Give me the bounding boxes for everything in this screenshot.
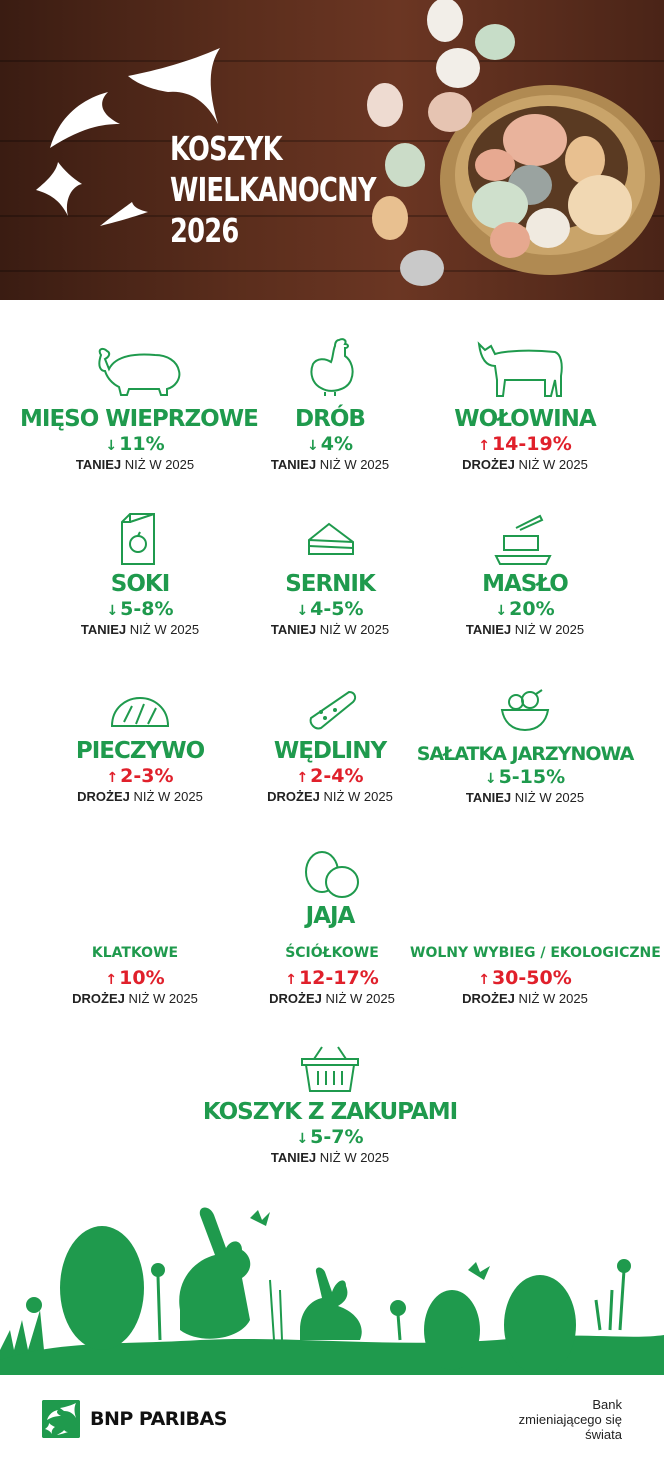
item-wedliny: WĘDLINY ↑ 2-4% DROŻEJ NIŻ W 2025 xyxy=(250,737,410,805)
change-value: ↑ 12-17% xyxy=(285,967,379,989)
cheesecake-icon xyxy=(308,522,354,555)
bnp-paribas-logo-icon xyxy=(42,1400,80,1438)
item-pieczywo: PIECZYWO ↑ 2-3% DROŻEJ NIŻ W 2025 xyxy=(60,737,220,805)
change-value: ↑ 2-4% xyxy=(296,765,364,787)
item-wolowina: WOŁOWINA ↑ 14-19% DROŻEJ NIŻ W 2025 xyxy=(430,405,620,473)
change-value: ↓ 20% xyxy=(495,598,555,620)
change-value: ↓ 5-7% xyxy=(296,1126,364,1148)
egg-type-wolny-wybieg: WOLNY WYBIEG / EKOLOGICZNE ↑ 30-50% DROŻE… xyxy=(410,945,661,1006)
easter-grass-silhouette xyxy=(0,1207,664,1375)
header-banner: KOSZYK WIELKANOCNY 2026 xyxy=(0,0,664,300)
pig-icon xyxy=(98,347,181,396)
page-title: KOSZYK WIELKANOCNY 2026 xyxy=(170,129,377,250)
item-koszyk-z-zakupami: KOSZYK Z ZAKUPAMI ↓ 5-7% TANIEJ NIŻ W 202… xyxy=(180,1098,480,1166)
egg-type-sciolkowe: ŚCIÓŁKOWE ↑ 12-17% DROŻEJ NIŻ W 2025 xyxy=(252,943,412,1007)
change-note: DROŻEJ NIŻ W 2025 xyxy=(267,789,393,804)
change-value: ↑ 14-19% xyxy=(478,433,572,455)
bread-icon xyxy=(110,696,170,727)
change-value: ↓ 4% xyxy=(307,433,353,455)
cow-icon xyxy=(477,341,563,397)
salad-bowl-icon xyxy=(500,689,550,732)
change-note: DROŻEJ NIŻ W 2025 xyxy=(72,991,198,1006)
egg-type-klatkowe: KLATKOWE ↑ 10% DROŻEJ NIŻ W 2025 xyxy=(55,943,215,1007)
change-note: TANIEJ NIŻ W 2025 xyxy=(270,457,390,472)
change-note: TANIEJ NIŻ W 2025 xyxy=(75,457,195,472)
item-drob: DRÓB ↓ 4% TANIEJ NIŻ W 2025 xyxy=(250,405,410,473)
chicken-icon xyxy=(310,338,354,396)
brand-name: BNP PARIBAS xyxy=(90,1408,227,1430)
item-maslo: MASŁO ↓ 20% TANIEJ NIŻ W 2025 xyxy=(445,570,605,638)
change-note: TANIEJ NIŻ W 2025 xyxy=(465,790,585,805)
change-note: DROŻEJ NIŻ W 2025 xyxy=(462,991,588,1006)
change-note: TANIEJ NIŻ W 2025 xyxy=(80,622,200,637)
item-soki: SOKI ↓ 5-8% TANIEJ NIŻ W 2025 xyxy=(60,570,220,638)
item-sernik: SERNIK ↓ 4-5% TANIEJ NIŻ W 2025 xyxy=(250,570,410,638)
change-value: ↓ 5-15% xyxy=(484,766,566,788)
brand-tagline: Bank zmieniającego się świata xyxy=(518,1397,622,1442)
change-value: ↑ 10% xyxy=(105,967,165,989)
sausage-icon xyxy=(309,690,357,730)
shopping-basket-icon xyxy=(301,1046,359,1092)
bnp-birds-logo-icon xyxy=(36,48,220,226)
change-value: ↓ 5-8% xyxy=(106,598,174,620)
change-value: ↑ 30-50% xyxy=(478,967,572,989)
butter-icon xyxy=(494,514,552,565)
change-note: DROŻEJ NIŻ W 2025 xyxy=(269,991,395,1006)
change-note: TANIEJ NIŻ W 2025 xyxy=(465,622,585,637)
change-note: DROŻEJ NIŻ W 2025 xyxy=(462,457,588,472)
change-value: ↑ 2-3% xyxy=(106,765,174,787)
juice-box-icon xyxy=(121,513,155,565)
change-note: DROŻEJ NIŻ W 2025 xyxy=(77,789,203,804)
item-salatka-jarzynowa: SAŁATKA JARZYNOWA ↓ 5-15% TANIEJ NIŻ W 20… xyxy=(410,742,640,806)
easter-eggs-nest-icon xyxy=(367,0,660,286)
eggs-title: JAJA xyxy=(305,903,356,929)
eggs-icon xyxy=(305,851,359,898)
item-mieso-wieprzowe: MIĘSO WIEPRZOWE ↓ 11% TANIEJ NIŻ W 2025 xyxy=(20,406,259,472)
change-value: ↓ 4-5% xyxy=(296,598,364,620)
change-note: TANIEJ NIŻ W 2025 xyxy=(270,622,390,637)
footer xyxy=(0,1375,664,1469)
change-note: TANIEJ NIŻ W 2025 xyxy=(270,1150,390,1165)
change-value: ↓ 11% xyxy=(105,433,165,455)
